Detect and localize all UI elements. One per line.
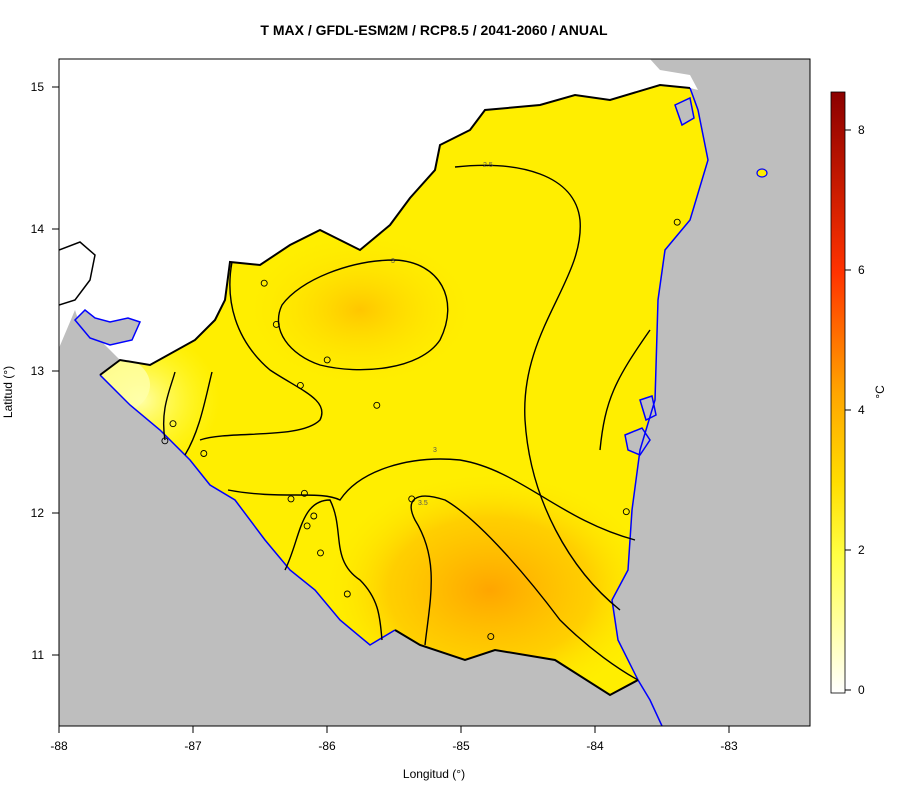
contour-label-3-north: 3 bbox=[391, 258, 395, 265]
colorbar: 0 2 4 6 8 °C bbox=[830, 91, 887, 697]
honduras-region bbox=[59, 59, 698, 365]
costa-rica-border bbox=[394, 629, 639, 697]
station-marker bbox=[622, 508, 630, 516]
station-marker bbox=[260, 279, 268, 287]
caribbean-coastline bbox=[611, 87, 709, 726]
x-tick-label: -83 bbox=[720, 739, 738, 753]
y-tick-label: 12 bbox=[31, 506, 45, 520]
plot-frame bbox=[58, 58, 811, 727]
x-tick-label: -86 bbox=[318, 739, 336, 753]
el-salvador-border bbox=[59, 241, 96, 306]
station-marker bbox=[317, 549, 324, 557]
station-marker bbox=[310, 512, 318, 520]
y-tick-label: 13 bbox=[31, 364, 45, 378]
contour-label-2-5: 2.5 bbox=[483, 162, 493, 169]
x-tick-labels: -88 -87 -86 -85 -84 -83 bbox=[50, 739, 738, 753]
corn-islands bbox=[756, 168, 768, 178]
station-marker bbox=[408, 495, 416, 503]
y-tick-label: 15 bbox=[31, 80, 45, 94]
honduras-border bbox=[99, 83, 691, 376]
station-marker bbox=[303, 522, 311, 530]
y-tick-label: 11 bbox=[32, 648, 45, 662]
gulf-of-fonseca bbox=[73, 308, 142, 346]
station-marker bbox=[296, 381, 304, 389]
contour-lines bbox=[162, 164, 651, 681]
station-marker bbox=[272, 320, 280, 328]
colorbar-tick-label: 6 bbox=[858, 263, 865, 277]
chart-title: T MAX / GFDL-ESM2M / RCP8.5 / 2041-2060 … bbox=[260, 22, 608, 38]
coastal-lagoon bbox=[624, 427, 651, 456]
y-tick-labels: 15 14 13 12 11 bbox=[31, 80, 45, 662]
station-markers bbox=[161, 218, 681, 641]
station-marker bbox=[287, 495, 295, 503]
coastal-lagoon-3 bbox=[674, 96, 695, 127]
station-marker bbox=[487, 633, 495, 641]
station-marker bbox=[200, 450, 208, 457]
colorbar-tick-label: 4 bbox=[858, 403, 865, 417]
x-tick-label: -87 bbox=[184, 739, 202, 753]
station-marker bbox=[373, 401, 381, 409]
colorbar-tick-label: 8 bbox=[858, 123, 865, 137]
station-marker bbox=[323, 356, 331, 364]
station-marker bbox=[169, 420, 177, 428]
colorbar-gradient bbox=[830, 91, 846, 694]
x-tick-label: -88 bbox=[50, 739, 68, 753]
y-axis-label: Latitud (°) bbox=[1, 366, 15, 418]
station-marker bbox=[300, 489, 308, 497]
colorbar-unit: °C bbox=[873, 385, 887, 399]
x-tick-label: -85 bbox=[452, 739, 470, 753]
station-marker bbox=[343, 590, 351, 598]
axis-ticks bbox=[52, 86, 730, 733]
station-marker bbox=[673, 218, 681, 226]
contour-label-3-south: 3 bbox=[433, 447, 437, 454]
map-plot-area bbox=[59, 59, 810, 726]
y-tick-label: 14 bbox=[31, 222, 45, 236]
contour-label-3-5: 3.5 bbox=[418, 500, 428, 507]
coastal-lagoon-2 bbox=[639, 395, 657, 422]
x-axis-label: Longitud (°) bbox=[403, 767, 465, 781]
colorbar-tick-label: 0 bbox=[858, 683, 865, 697]
colorbar-tick-label: 2 bbox=[858, 543, 865, 557]
pacific-coastline bbox=[99, 374, 396, 646]
x-tick-label: -84 bbox=[586, 739, 604, 753]
station-marker bbox=[161, 437, 169, 445]
